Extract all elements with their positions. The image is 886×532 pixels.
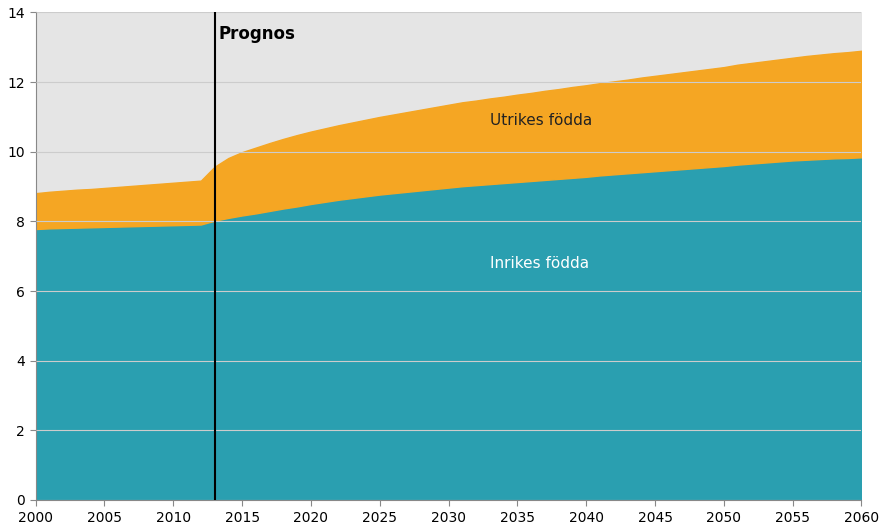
Text: Utrikes födda: Utrikes födda (490, 113, 592, 128)
Text: Inrikes födda: Inrikes födda (490, 256, 589, 271)
Text: Prognos: Prognos (219, 24, 296, 43)
